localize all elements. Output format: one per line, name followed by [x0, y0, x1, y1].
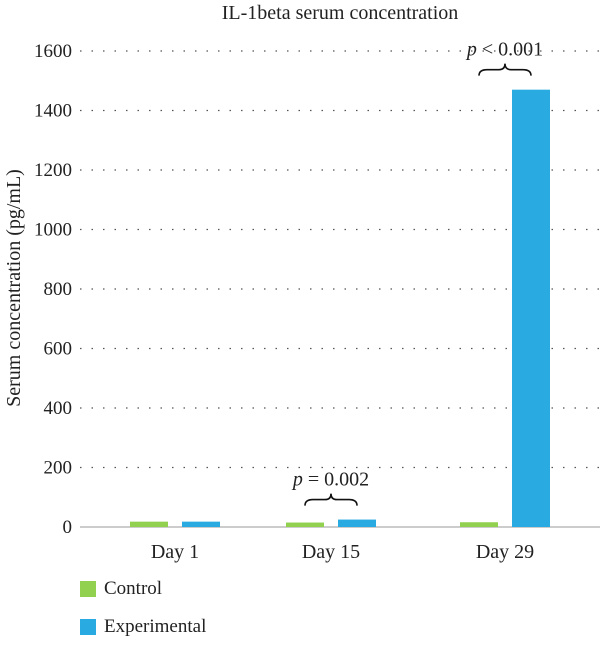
y-tick-label: 800 — [44, 279, 73, 300]
x-axis-ticks: Day 1 Day 15 Day 29 — [151, 541, 534, 563]
p-value-label: p < 0.001 — [465, 39, 543, 61]
bar-experimental-day-29 — [512, 89, 550, 528]
p-symbol: p — [291, 469, 303, 491]
legend-item-experimental: Experimental — [80, 614, 206, 640]
x-tick-label: Day 29 — [476, 541, 534, 563]
bar-chart: IL-1beta serum concentration Serum conce… — [3, 2, 600, 563]
p-value-text: = 0.002 — [303, 469, 369, 491]
bar-control-day-29 — [460, 522, 498, 527]
bar-control-day-1 — [130, 521, 168, 527]
chart-title: IL-1beta serum concentration — [222, 2, 459, 24]
y-tick-label: 1400 — [34, 101, 72, 122]
p-value-text: < 0.001 — [477, 39, 543, 61]
bars — [130, 89, 550, 528]
x-tick-label: Day 1 — [151, 541, 199, 563]
y-tick-label: 0 — [63, 517, 73, 538]
p-symbol: p — [465, 39, 477, 61]
bar-experimental-day-1 — [182, 521, 220, 527]
y-axis-label: Serum concentration (pg/mL) — [3, 169, 25, 407]
legend-label-control: Control — [104, 578, 163, 599]
y-tick-label: 1000 — [34, 220, 72, 241]
y-tick-label: 1600 — [34, 41, 72, 62]
bar-control-day-15 — [286, 522, 324, 527]
y-axis-ticks: 0 200 400 600 800 1000 1200 1400 1600 — [34, 41, 72, 538]
significance-bracket — [478, 63, 532, 76]
y-tick-label: 600 — [44, 339, 73, 360]
significance-bracket — [304, 493, 358, 506]
legend: Control Experimental — [80, 576, 206, 652]
x-tick-label: Day 15 — [302, 541, 360, 563]
legend-label-experimental: Experimental — [104, 616, 207, 637]
y-tick-label: 1200 — [34, 160, 72, 181]
y-tick-label: 400 — [44, 398, 73, 419]
legend-item-control: Control — [80, 576, 206, 602]
p-value-label: p = 0.002 — [291, 469, 369, 491]
y-tick-label: 200 — [44, 458, 73, 479]
legend-swatch-control — [80, 581, 96, 597]
bar-experimental-day-15 — [338, 519, 376, 527]
legend-swatch-experimental — [80, 619, 96, 635]
